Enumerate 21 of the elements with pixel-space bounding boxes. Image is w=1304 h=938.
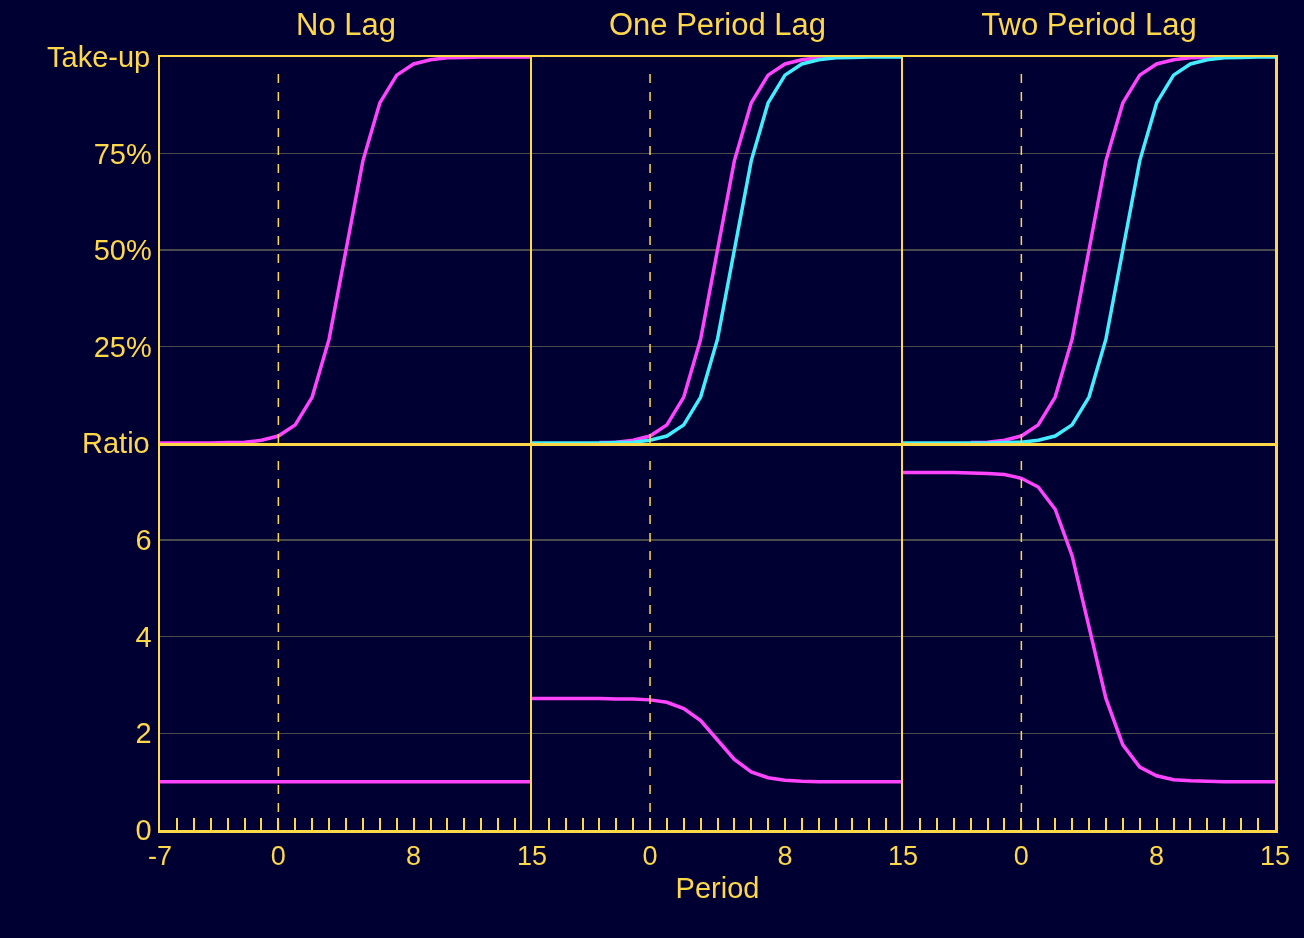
x-tick-label: 0 — [642, 840, 658, 871]
x-tick-label: 8 — [777, 840, 793, 871]
x-tick-label: 15 — [887, 840, 919, 871]
y-tick-label: 25% — [93, 330, 152, 363]
x-tick-label: 8 — [406, 840, 422, 871]
chart-title: No Lag — [296, 6, 396, 42]
y-tick-label: 4 — [135, 620, 152, 653]
y-tick-label: 50% — [93, 234, 152, 267]
y-tick-label: 2 — [135, 717, 152, 750]
y-tick-label: 75% — [93, 137, 152, 170]
x-tick-label: 0 — [1013, 840, 1029, 871]
y-axis-title: Ratio — [82, 427, 150, 459]
x-tick-label: 0 — [270, 840, 286, 871]
x-axis-title: Period — [675, 871, 760, 904]
y-tick-label: 6 — [135, 523, 152, 556]
y-axis-title: Take-up — [47, 41, 151, 73]
x-tick-label: 15 — [1259, 840, 1291, 871]
x-tick-label: 8 — [1149, 840, 1165, 871]
x-tick-label: 15 — [516, 840, 548, 871]
chart-title: Two Period Lag — [981, 6, 1197, 42]
chart-title: One Period Lag — [608, 6, 827, 42]
